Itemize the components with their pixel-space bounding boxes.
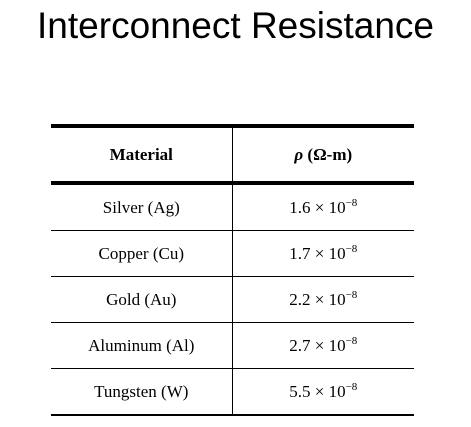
slide-title: Interconnect Resistance	[37, 5, 434, 46]
resistivity-cell: 2.2 × 10−8	[232, 276, 414, 323]
resistivity-table: Material ρ (Ω-m) Silver (Ag) 1.6 × 10−8 …	[51, 124, 414, 416]
resistivity-cell: 1.6 × 10−8	[232, 183, 414, 231]
resistivity-cell: 1.7 × 10−8	[232, 230, 414, 277]
resistivity-mantissa: 1.6	[289, 197, 311, 217]
resistivity-times: × 10	[310, 197, 346, 217]
table-row: Silver (Ag) 1.6 × 10−8	[51, 183, 414, 231]
table-row: Gold (Au) 2.2 × 10−8	[51, 276, 414, 323]
resistivity-mantissa: 1.7	[289, 243, 311, 263]
resistivity-times: × 10	[310, 289, 346, 309]
resistivity-times: × 10	[310, 243, 346, 263]
resistivity-times: × 10	[310, 335, 346, 355]
table-row: Copper (Cu) 1.7 × 10−8	[51, 230, 414, 277]
resistivity-mantissa: 2.7	[289, 335, 311, 355]
table-row: Tungsten (W) 5.5 × 10−8	[51, 368, 414, 416]
header-material: Material	[51, 124, 233, 185]
table-row: Aluminum (Al) 2.7 × 10−8	[51, 322, 414, 369]
material-cell: Tungsten (W)	[51, 368, 233, 416]
resistivity-times: × 10	[310, 381, 346, 401]
material-cell: Silver (Ag)	[51, 183, 233, 231]
resistivity-mantissa: 5.5	[289, 381, 311, 401]
header-resistivity: ρ (Ω-m)	[232, 124, 414, 185]
rho-symbol: ρ	[294, 144, 304, 164]
resistivity-exponent: −8	[345, 334, 358, 347]
material-cell: Copper (Cu)	[51, 230, 233, 277]
material-cell: Aluminum (Al)	[51, 322, 233, 369]
resistivity-mantissa: 2.2	[289, 289, 311, 309]
resistivity-exponent: −8	[345, 242, 358, 255]
resistivity-exponent: −8	[345, 196, 358, 209]
rho-unit: (Ω-m)	[303, 144, 353, 164]
resistivity-exponent: −8	[345, 380, 358, 393]
material-cell: Gold (Au)	[51, 276, 233, 323]
resistivity-exponent: −8	[345, 288, 358, 301]
resistivity-cell: 2.7 × 10−8	[232, 322, 414, 369]
table-header-row: Material ρ (Ω-m)	[51, 124, 414, 185]
resistivity-cell: 5.5 × 10−8	[232, 368, 414, 416]
